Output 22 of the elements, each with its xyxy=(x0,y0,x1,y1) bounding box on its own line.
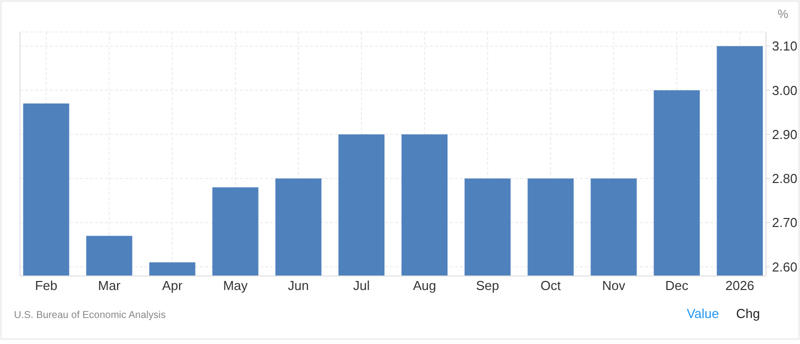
y-tick-label: 3.10 xyxy=(772,38,798,54)
text: U.S. Bureau of Economic Analysis xyxy=(14,310,166,321)
x-tick-label: Dec xyxy=(665,278,689,293)
x-tick-label: Jul xyxy=(353,278,370,293)
x-tick-label: Jun xyxy=(288,278,309,293)
y-axis-title: % xyxy=(778,7,789,21)
x-tick-label: May xyxy=(223,278,248,293)
text: Value xyxy=(686,306,719,321)
x-tick-label: Sep xyxy=(476,278,500,293)
x-tick-label: Feb xyxy=(34,278,58,293)
y-tick-label: 2.60 xyxy=(772,259,798,274)
x-tick-label: Aug xyxy=(412,278,436,293)
y-tick-label: 2.90 xyxy=(772,126,798,142)
x-tick-label: Apr xyxy=(162,278,184,293)
text: Chg xyxy=(736,306,760,321)
y-tick-label: 2.80 xyxy=(772,171,798,186)
x-tick-label: Nov xyxy=(602,278,626,293)
x-tick-label: Mar xyxy=(98,278,122,293)
y-tick-label: 3.00 xyxy=(772,82,798,98)
x-tick-label: 2026 xyxy=(725,278,754,293)
y-tick-label: 2.70 xyxy=(772,215,798,230)
x-tick-label: Oct xyxy=(540,278,562,293)
